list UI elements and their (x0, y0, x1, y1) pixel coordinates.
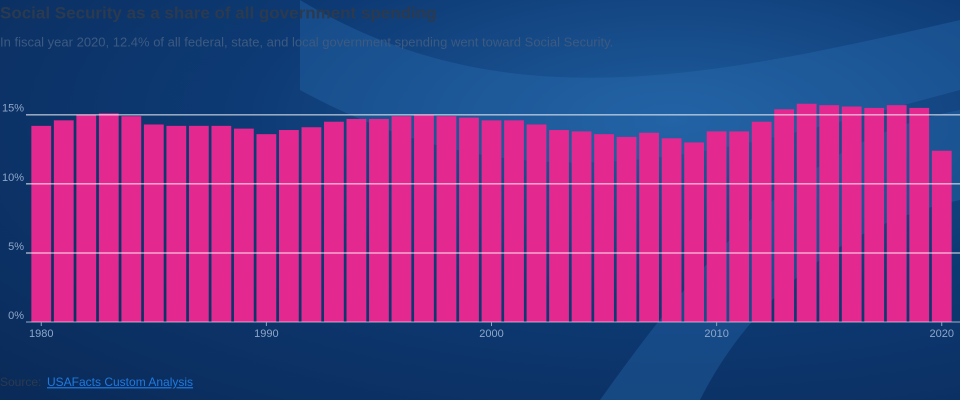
bar (504, 120, 524, 323)
bar (841, 106, 862, 323)
bar (594, 134, 614, 322)
bar (729, 131, 750, 322)
bar (909, 107, 930, 322)
y-tick-label: 0% (8, 310, 24, 322)
bar (931, 150, 952, 322)
bar (706, 131, 727, 322)
bar (121, 116, 142, 322)
x-tick-label: 2010 (704, 328, 728, 340)
bar (819, 105, 840, 322)
bar (301, 127, 322, 323)
source-label: Source: (0, 375, 41, 389)
bar (616, 136, 637, 322)
bar (459, 117, 479, 322)
y-tick-label: 5% (8, 241, 24, 253)
x-tick-label: 1980 (29, 328, 53, 340)
bar (571, 131, 592, 322)
bar (278, 130, 299, 322)
bar (369, 118, 389, 322)
bar (346, 118, 367, 322)
bar (436, 116, 457, 322)
bar (481, 120, 502, 323)
bar (549, 130, 569, 322)
bar (414, 114, 434, 322)
bar (391, 116, 412, 322)
bar (76, 114, 97, 322)
bar (639, 132, 659, 322)
bar (324, 121, 344, 322)
bar (53, 120, 74, 323)
y-tick-label: 10% (2, 172, 24, 184)
x-tick-label: 1990 (254, 328, 278, 340)
bar (166, 125, 187, 322)
chart-subtitle: In fiscal year 2020, 12.4% of all federa… (0, 34, 613, 49)
bar (751, 121, 772, 322)
x-tick-label: 2000 (479, 328, 503, 340)
bar (233, 128, 254, 322)
bar (188, 125, 209, 322)
bar (256, 134, 277, 322)
bar (886, 105, 907, 322)
x-tick-label: 2020 (930, 328, 954, 340)
bar (526, 124, 547, 322)
bar (211, 125, 232, 322)
chart-title: Social Security as a share of all govern… (0, 3, 436, 22)
bar (143, 124, 164, 322)
bar (661, 138, 682, 322)
bar (98, 113, 119, 323)
bar (684, 142, 705, 322)
bar (796, 103, 817, 322)
source-link[interactable]: USAFacts Custom Analysis (47, 375, 193, 389)
y-tick-label: 15% (2, 103, 24, 115)
bar (31, 125, 52, 322)
bar (864, 107, 885, 322)
bar (774, 109, 795, 322)
